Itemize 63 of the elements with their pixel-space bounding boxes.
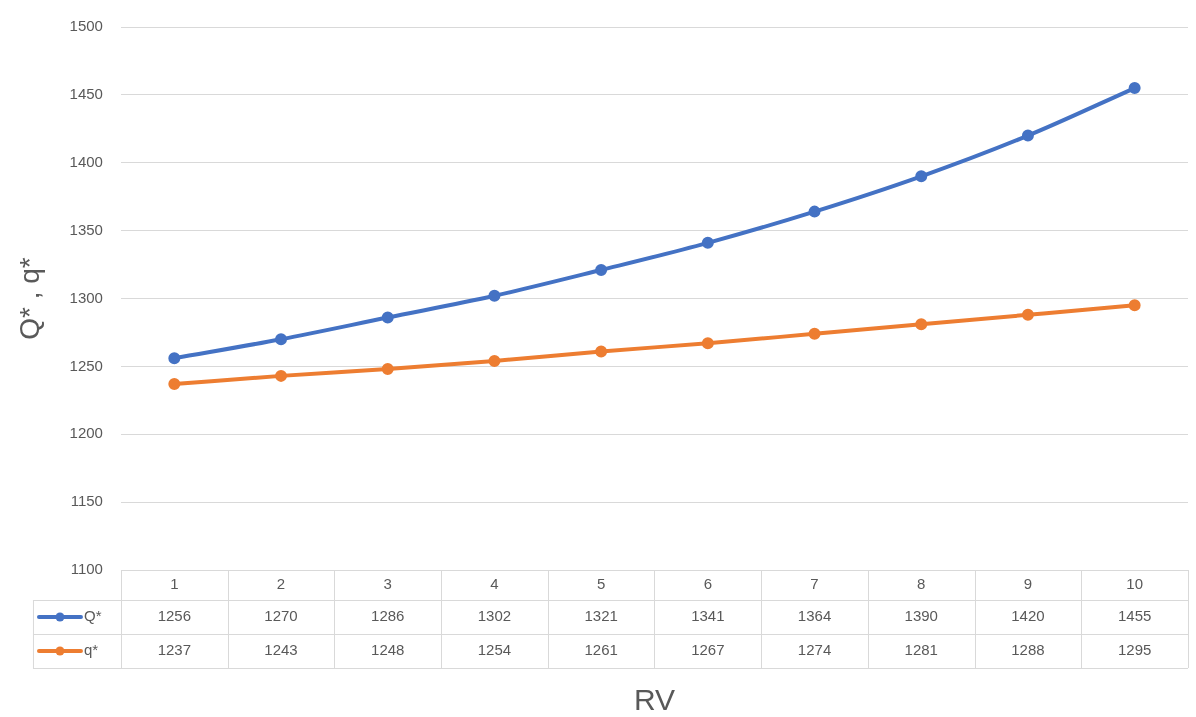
data-label: 1248 xyxy=(371,641,405,659)
y-tick-label: 1200 xyxy=(69,424,103,442)
data-label: 1261 xyxy=(584,641,618,659)
y-tick-label: 1250 xyxy=(69,356,103,374)
data-label: 1254 xyxy=(477,641,512,659)
point xyxy=(168,352,181,365)
y-tick-label: 1400 xyxy=(69,152,103,170)
data-label: 1420 xyxy=(1011,607,1045,625)
data-label: 1256 xyxy=(157,607,192,625)
y-tick-label: 1150 xyxy=(70,492,103,510)
y-tick-label: 1100 xyxy=(70,560,103,578)
point xyxy=(1021,308,1034,321)
point xyxy=(701,236,714,249)
point xyxy=(595,345,608,358)
x-tick-label: 2 xyxy=(276,575,286,593)
data-label: 1286 xyxy=(371,607,405,625)
data-label: 1321 xyxy=(584,607,618,625)
y-tick-label: 1350 xyxy=(69,220,103,238)
point xyxy=(1021,129,1034,142)
point xyxy=(488,289,501,302)
x-axis-title: RV xyxy=(633,683,676,717)
data-label: 1390 xyxy=(904,607,938,625)
point xyxy=(915,170,928,183)
x-tick-label: 6 xyxy=(703,575,713,593)
data-label: 1274 xyxy=(797,641,832,659)
data-label: 1295 xyxy=(1117,641,1152,659)
y-axis-title: Q* , q* xyxy=(13,257,45,340)
point xyxy=(595,263,608,276)
y-tick-label: 1450 xyxy=(69,85,103,103)
data-label: 1364 xyxy=(797,607,832,625)
x-tick-label: 3 xyxy=(383,575,392,593)
data-label: 1237 xyxy=(157,641,192,659)
data-label: 1270 xyxy=(264,607,298,625)
legend-label: Q* xyxy=(83,607,102,625)
data-label: 1455 xyxy=(1117,607,1152,625)
point xyxy=(915,318,928,331)
data-label: 1267 xyxy=(691,641,725,659)
y-tick-label: 1500 xyxy=(69,17,103,35)
point xyxy=(275,369,288,382)
data-label: 1243 xyxy=(264,641,298,659)
point xyxy=(381,363,394,376)
data-label: 1281 xyxy=(904,641,938,659)
x-tick-label: 8 xyxy=(917,575,926,593)
point xyxy=(808,327,821,340)
data-label: 1288 xyxy=(1011,641,1045,659)
y-tick-label: 1300 xyxy=(69,288,103,306)
x-tick-label: 4 xyxy=(490,575,499,593)
x-tick-label: 5 xyxy=(596,575,606,593)
x-tick-label: 10 xyxy=(1126,575,1143,593)
point xyxy=(381,311,394,324)
point xyxy=(1128,299,1141,312)
x-tick-label: 1 xyxy=(170,575,179,593)
point xyxy=(168,378,181,391)
point xyxy=(1128,82,1141,95)
legend-label: q* xyxy=(83,641,99,659)
x-tick-label: 9 xyxy=(1023,575,1033,593)
point xyxy=(275,333,288,346)
data-label: 1302 xyxy=(477,607,512,625)
data-label: 1341 xyxy=(691,607,725,625)
point xyxy=(488,354,501,367)
point xyxy=(701,337,714,350)
point xyxy=(808,205,821,218)
x-tick-label: 7 xyxy=(810,575,819,593)
